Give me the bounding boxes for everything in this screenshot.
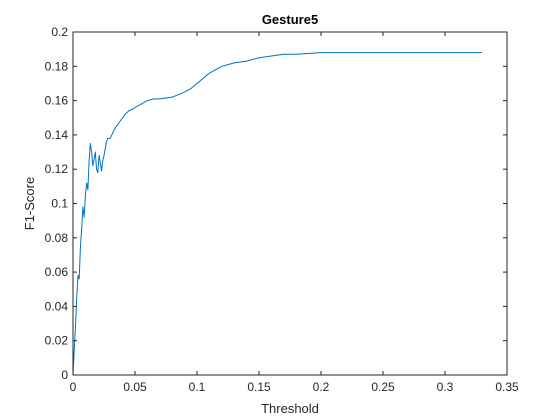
y-tick-label: 0.18 (45, 59, 69, 73)
series-line-0 (72, 52, 483, 376)
x-tick-label: 0.3 (437, 380, 454, 394)
x-tick-label: 0.15 (247, 380, 271, 394)
y-tick-label: 0.2 (51, 25, 68, 39)
y-tick-label: 0 (61, 368, 68, 382)
y-tick-label: 0.06 (45, 265, 69, 279)
y-tick-label: 0.04 (45, 299, 69, 313)
x-tick-label: 0.35 (495, 380, 519, 394)
x-tick-label: 0.25 (371, 380, 395, 394)
x-tick-label: 0.05 (123, 380, 147, 394)
y-tick-label: 0.16 (45, 94, 69, 108)
x-axis-label: Threshold (261, 401, 319, 416)
axes: 0 0.05 0.1 0.15 0.2 0.25 0.3 0.35 0 0.02 0.04 0.06 0… (45, 25, 519, 394)
x-tick-label: 0.1 (189, 380, 206, 394)
y-tick-label: 0.1 (51, 197, 68, 211)
x-tick-label: 0.2 (313, 380, 330, 394)
y-tick-label: 0.02 (45, 334, 69, 348)
series-layer (72, 52, 483, 376)
y-tick-label: 0.12 (45, 162, 69, 176)
x-tick-label: 0 (70, 380, 77, 394)
y-tick-label: 0.08 (45, 231, 69, 245)
y-axis-label: F1-Score (22, 177, 37, 230)
chart-title: Gesture5 (262, 12, 318, 27)
plot-area (73, 32, 507, 375)
y-tick-label: 0.14 (45, 128, 69, 142)
